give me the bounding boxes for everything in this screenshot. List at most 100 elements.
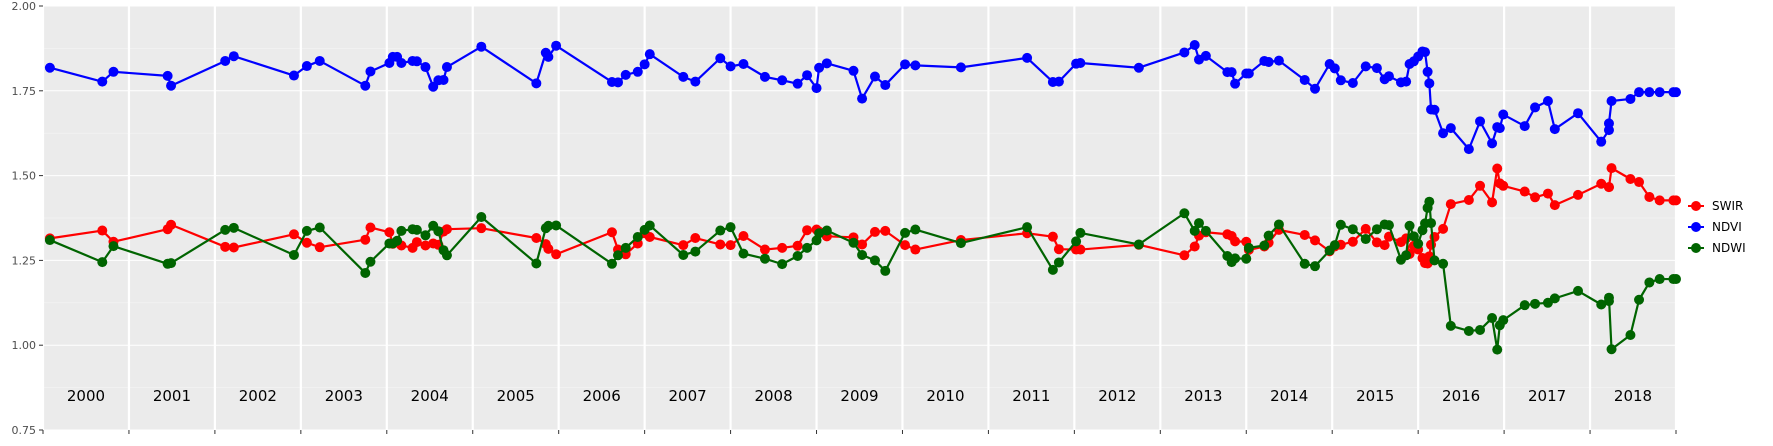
data-point-ndvi: [1226, 67, 1237, 78]
data-point-swir: [880, 225, 891, 236]
y-tick-label: 2.00: [12, 0, 37, 13]
data-point-ndvi: [1671, 87, 1681, 98]
data-point-swir: [1671, 195, 1681, 206]
data-point-ndvi: [108, 66, 119, 77]
data-point-ndwi: [1347, 224, 1358, 235]
data-point-ndvi: [738, 59, 749, 69]
data-point-swir: [606, 227, 617, 238]
data-point-swir: [441, 224, 452, 235]
data-point-ndwi: [1408, 231, 1419, 242]
year-labels: 2000 2001 2002 2003 2004 2005 2006 2007 2008 2009…: [67, 387, 1652, 405]
data-point-ndvi: [1603, 118, 1614, 129]
year-label: 2012: [1098, 387, 1136, 405]
data-point-ndwi: [288, 249, 299, 260]
data-point-ndvi: [955, 62, 966, 73]
data-point-ndwi: [606, 258, 617, 269]
data-point-swir: [551, 249, 562, 260]
legend-key-marker-ndvi: [1691, 222, 1701, 232]
data-point-ndvi: [1273, 55, 1284, 66]
data-point-ndvi: [301, 61, 312, 72]
data-point-ndvi: [396, 57, 407, 68]
data-point-swir: [1596, 178, 1607, 189]
data-point-ndwi: [857, 249, 868, 260]
data-point-ndvi: [1022, 52, 1033, 63]
data-point-swir: [678, 240, 689, 251]
data-point-ndwi: [900, 227, 911, 238]
data-point-ndvi: [420, 62, 431, 73]
data-point-swir: [1573, 189, 1584, 200]
data-point-swir: [1379, 240, 1390, 251]
data-point-ndvi: [228, 51, 239, 62]
data-point-ndwi: [1573, 285, 1584, 296]
data-point-ndwi: [97, 257, 108, 268]
data-point-ndwi: [1438, 258, 1449, 269]
data-point-ndvi: [1654, 87, 1665, 98]
data-point-ndvi: [543, 51, 554, 62]
data-point-ndvi: [690, 76, 701, 87]
data-point-ndvi: [365, 66, 376, 77]
y-tick-label: 1.75: [12, 85, 37, 98]
data-point-ndwi: [1075, 227, 1086, 238]
data-point-ndvi: [759, 71, 770, 82]
data-point-ndvi: [612, 77, 623, 88]
data-point-ndwi: [301, 225, 312, 236]
y-tick-label: 1.50: [12, 170, 37, 183]
data-point-ndwi: [108, 241, 119, 252]
data-point-ndvi: [314, 55, 325, 66]
data-point-ndvi: [1243, 68, 1254, 79]
data-point-swir: [1634, 177, 1645, 188]
data-point-ndvi: [1445, 123, 1456, 134]
data-point-swir: [97, 225, 108, 236]
data-point-ndvi: [1606, 95, 1617, 106]
legend-label-swir: SWIR: [1712, 199, 1743, 213]
data-point-ndvi: [162, 70, 173, 81]
data-point-ndwi: [632, 232, 643, 242]
data-point-ndwi: [392, 235, 403, 246]
data-point-swir: [420, 240, 431, 251]
year-label: 2008: [754, 387, 792, 405]
data-point-ndvi: [97, 76, 108, 87]
data-point-swir: [1445, 199, 1456, 210]
data-point-ndvi: [632, 66, 643, 77]
data-point-ndwi: [1053, 257, 1064, 268]
data-point-ndvi: [44, 62, 55, 73]
data-point-ndvi: [166, 80, 177, 91]
data-point-ndvi: [1329, 63, 1340, 74]
data-point-ndwi: [433, 226, 444, 237]
data-point-ndwi: [620, 242, 631, 253]
data-point-ndvi: [1644, 87, 1655, 98]
data-point-swir: [166, 219, 177, 230]
data-point-ndwi: [690, 246, 701, 257]
data-point-ndwi: [1360, 234, 1371, 245]
year-label: 2017: [1528, 387, 1566, 405]
data-point-ndvi: [777, 75, 788, 86]
data-point-ndwi: [955, 238, 966, 249]
data-point-ndvi: [1424, 78, 1435, 89]
data-point-swir: [228, 242, 239, 253]
data-point-swir: [476, 223, 487, 234]
data-point-ndwi: [365, 256, 376, 267]
data-point-ndwi: [1335, 219, 1346, 230]
data-point-ndwi: [228, 222, 239, 233]
data-point-ndvi: [1549, 124, 1560, 135]
data-point-swir: [1299, 229, 1310, 240]
data-point-ndwi: [738, 248, 749, 259]
data-point-ndwi: [1310, 261, 1321, 272]
data-point-swir: [1603, 182, 1614, 193]
data-point-swir: [1654, 195, 1665, 206]
data-point-ndwi: [1371, 224, 1382, 235]
data-point-ndwi: [1596, 299, 1607, 310]
data-point-swir: [1625, 173, 1636, 184]
data-point-ndvi: [288, 70, 299, 81]
data-point-ndwi: [1179, 208, 1190, 219]
data-point-ndwi: [44, 235, 55, 246]
data-point-ndvi: [715, 53, 726, 64]
data-point-swir: [1189, 241, 1200, 252]
data-point-ndwi: [715, 225, 726, 236]
data-point-swir: [1549, 200, 1560, 211]
data-point-ndvi: [639, 59, 650, 70]
data-point-ndvi: [1133, 62, 1144, 73]
data-point-ndwi: [1259, 240, 1270, 251]
year-label: 2005: [497, 387, 535, 405]
data-point-ndwi: [880, 265, 891, 276]
